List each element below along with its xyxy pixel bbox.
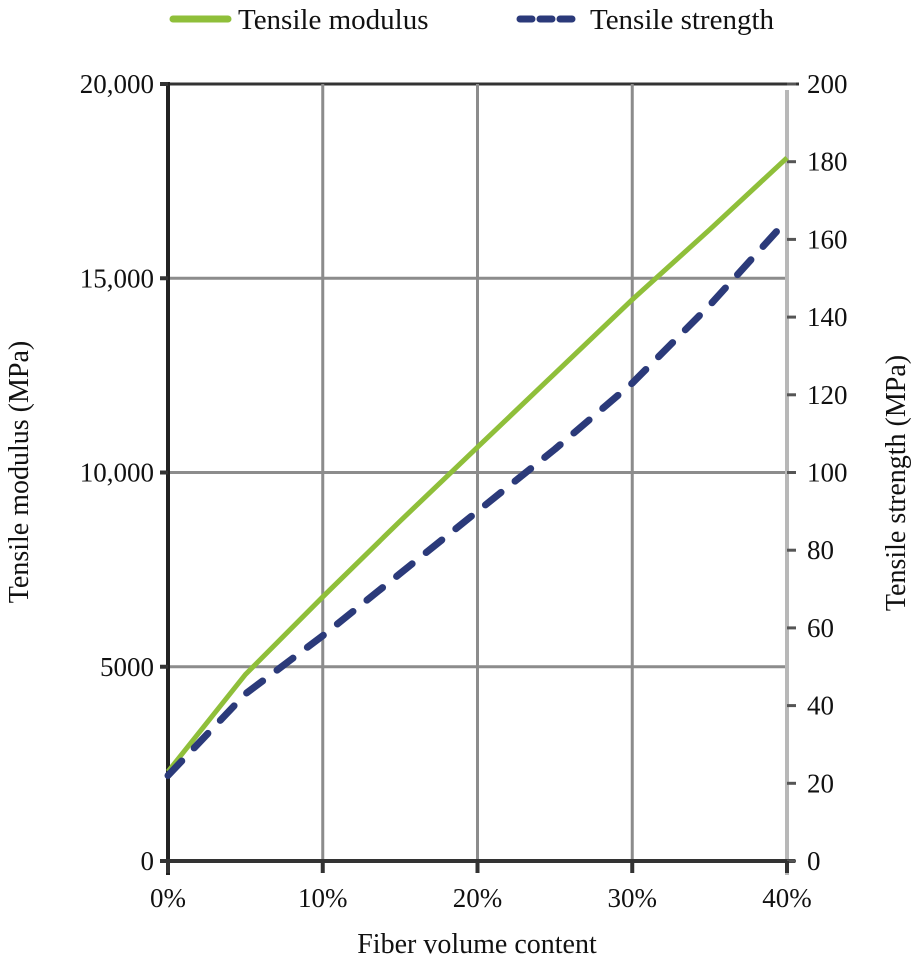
grid-lines <box>168 82 787 861</box>
x-tick-label: 40% <box>762 883 812 913</box>
series-line-tensile-strength <box>164 216 791 779</box>
x-tick-label: 30% <box>608 883 658 913</box>
y-tick-label: 10,000 <box>80 458 154 488</box>
legend-label-tensile-modulus: Tensile modulus <box>238 4 428 36</box>
axes <box>160 82 799 875</box>
y2-tick-label: 120 <box>807 380 848 410</box>
legend-label-tensile-strength: Tensile strength <box>590 4 775 36</box>
y2-tick-label: 40 <box>807 691 834 721</box>
y2-tick-label: 200 <box>807 69 848 99</box>
y-axis-title: Tensile modulus (MPa) <box>4 341 35 603</box>
y2-axis-title: Tensile strength (MPa) <box>881 355 912 611</box>
y2-tick-label: 100 <box>807 458 848 488</box>
y2-tick-label: 0 <box>807 846 821 876</box>
y2-tick-label: 60 <box>807 613 834 643</box>
y2-tick-label: 140 <box>807 302 848 332</box>
x-tick-label: 10% <box>298 883 348 913</box>
y-tick-label: 15,000 <box>80 263 154 293</box>
tick-labels: 0 5000 10,000 15,000 20,000 0 20 40 60 80 100 120 14… <box>80 69 848 913</box>
x-tick-label: 0% <box>150 883 186 913</box>
data-series <box>164 155 791 779</box>
y-tick-label: 5000 <box>100 652 154 682</box>
x-tick-label: 20% <box>453 883 503 913</box>
x-axis-title: Fiber volume content <box>357 929 597 960</box>
y2-tick-label: 80 <box>807 535 834 565</box>
y2-tick-label: 20 <box>807 768 834 798</box>
y2-tick-label: 160 <box>807 224 848 254</box>
y2-tick-label: 180 <box>807 147 848 177</box>
y-tick-label: 20,000 <box>80 69 154 99</box>
legend: Tensile modulus Tensile strength <box>169 4 775 36</box>
series-line-tensile-modulus <box>166 155 789 774</box>
y-tick-label: 0 <box>141 846 155 876</box>
